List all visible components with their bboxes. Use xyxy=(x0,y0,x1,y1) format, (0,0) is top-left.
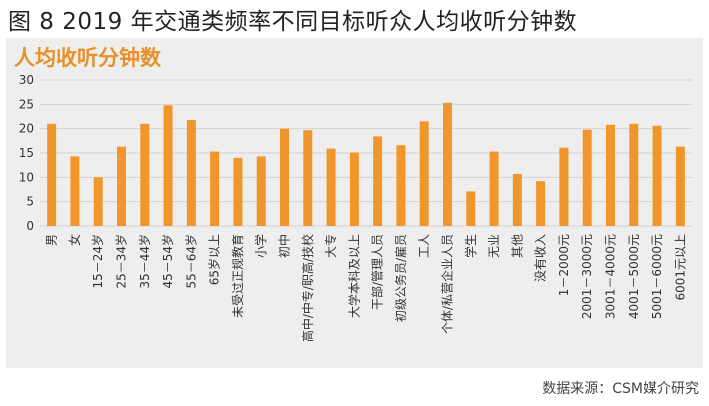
x-tick-label: 其他 xyxy=(510,234,524,258)
bar xyxy=(70,156,80,226)
x-tick-label: 大专 xyxy=(323,234,338,258)
x-tick-label: 未受过正规教育 xyxy=(230,234,245,318)
bar xyxy=(419,121,429,226)
x-tick-label: 无业 xyxy=(487,234,501,258)
bar xyxy=(280,128,289,226)
bar-chart: 0 5 10 15 20 25 30 男女 15－24岁 25－34岁 35－44岁 45－54岁 55… xyxy=(19,73,692,342)
x-tick-label: 3001－4000元 xyxy=(604,234,618,319)
x-tick-label: 高中/中专/职高/技校 xyxy=(300,234,315,342)
y-tick-label: 10 xyxy=(19,170,34,184)
y-tick-label: 25 xyxy=(19,97,34,111)
x-tick-label: 55－64岁 xyxy=(183,234,198,289)
bar xyxy=(629,123,639,226)
bar xyxy=(303,130,313,226)
x-tick-label: 男 xyxy=(45,234,59,246)
y-tick-label: 20 xyxy=(19,122,34,136)
bar xyxy=(582,129,592,226)
x-tick-label: 65岁以上 xyxy=(207,234,222,285)
x-tick-label: 干部/管理人员 xyxy=(370,234,385,310)
bar xyxy=(256,156,266,226)
x-tick-label: 小学 xyxy=(253,234,268,258)
bar xyxy=(117,146,126,226)
x-tick-label: 个体/私营企业人员 xyxy=(440,234,455,334)
x-tick-label: 没有收入 xyxy=(533,234,548,282)
x-tick-label: 1－2000元 xyxy=(557,234,571,296)
bar xyxy=(466,191,476,226)
bar xyxy=(140,123,150,226)
bar xyxy=(489,151,499,226)
x-tick-label: 6001元以上 xyxy=(673,234,687,301)
bar xyxy=(210,151,220,226)
x-tick-label: 初中 xyxy=(277,234,292,258)
x-tick-label: 4001－5000元 xyxy=(627,234,641,319)
bar xyxy=(373,136,383,226)
bar xyxy=(186,119,196,226)
bar xyxy=(326,148,336,226)
x-tick-label: 大学本科及以上 xyxy=(346,234,361,318)
bar xyxy=(396,145,406,226)
figure-title: 图 8 2019 年交通类频率不同目标听众人均收听分钟数 xyxy=(8,9,578,35)
bar xyxy=(349,152,359,226)
bar xyxy=(652,125,662,226)
bar xyxy=(606,124,615,226)
x-tick-label: 学生 xyxy=(463,234,478,258)
bar xyxy=(536,181,546,226)
bar xyxy=(443,102,452,226)
bar xyxy=(47,123,57,226)
x-tick-label: 5001－6000元 xyxy=(650,234,664,319)
x-tick-label: 45－54岁 xyxy=(160,234,175,289)
bar xyxy=(163,105,173,226)
x-tick-label: 初级公务员/雇员 xyxy=(393,234,408,322)
chart-title: 人均收听分钟数 xyxy=(14,46,161,70)
x-tick-label: 2001－3000元 xyxy=(580,234,594,319)
x-tick-label: 15－24岁 xyxy=(90,234,105,289)
bar xyxy=(93,177,103,226)
bar xyxy=(512,173,522,226)
x-tick-label: 女 xyxy=(67,234,82,246)
bar xyxy=(675,146,685,226)
y-tick-label: 0 xyxy=(26,219,34,233)
y-tick-label: 5 xyxy=(26,195,34,209)
x-tick-label: 25－34岁 xyxy=(114,234,129,289)
bar xyxy=(233,157,243,226)
y-tick-label: 30 xyxy=(19,73,34,87)
bar xyxy=(559,147,569,226)
data-source: 数据来源：CSM媒介研究 xyxy=(542,381,699,397)
x-tick-label: 工人 xyxy=(417,234,431,258)
x-tick-label: 35－44岁 xyxy=(137,234,152,289)
y-tick-label: 15 xyxy=(19,146,34,160)
